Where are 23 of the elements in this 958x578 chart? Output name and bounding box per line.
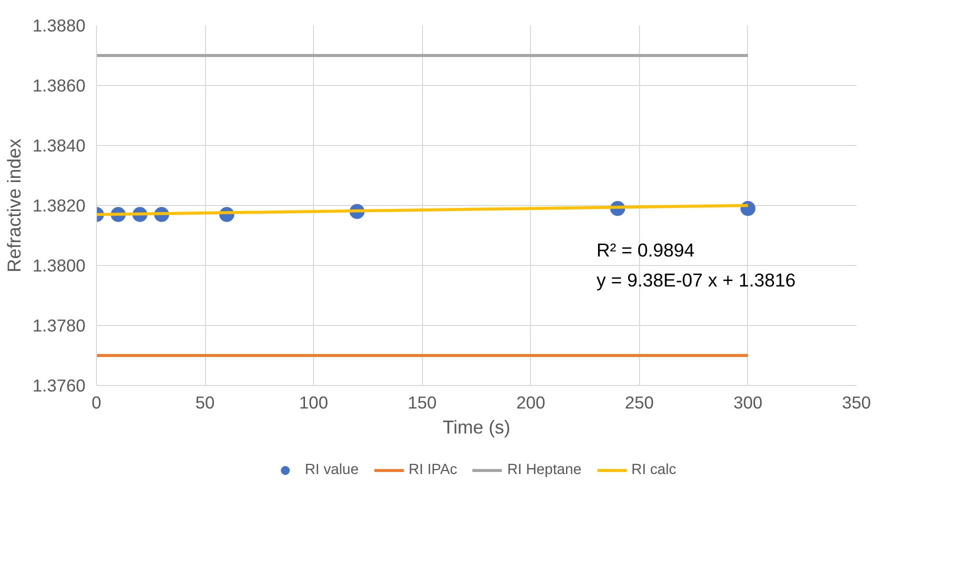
x-tick-label: 0 <box>92 392 102 412</box>
y-tick-label: 1.3860 <box>32 76 86 96</box>
y-tick-label: 1.3820 <box>32 196 86 216</box>
x-tick-label: 100 <box>299 392 328 412</box>
y-tick-label: 1.3840 <box>32 136 86 156</box>
legend-label: RI value <box>304 462 359 478</box>
annotation: R² = 0.9894 <box>596 240 695 260</box>
legend-label: RI calc <box>631 462 676 478</box>
y-tick-label: 1.3780 <box>32 316 86 336</box>
legend-label: RI Heptane <box>507 462 582 478</box>
x-tick-label: 50 <box>195 392 215 412</box>
x-tick-label: 250 <box>624 392 654 412</box>
y-tick-label: 1.3880 <box>32 16 86 36</box>
x-axis-title: Time (s) <box>442 416 510 438</box>
x-tick-label: 200 <box>516 392 546 412</box>
y-axis-title: Refractive index <box>4 138 24 272</box>
x-tick-label: 350 <box>842 392 871 412</box>
x-tick-label: 300 <box>733 392 762 412</box>
x-tick-label: 150 <box>408 392 437 412</box>
annotation: y = 9.38E-07 x + 1.3816 <box>596 270 796 290</box>
y-tick-label: 1.3760 <box>32 376 86 396</box>
y-tick-label: 1.3800 <box>32 256 86 276</box>
legend-label: RI IPAc <box>408 462 458 478</box>
